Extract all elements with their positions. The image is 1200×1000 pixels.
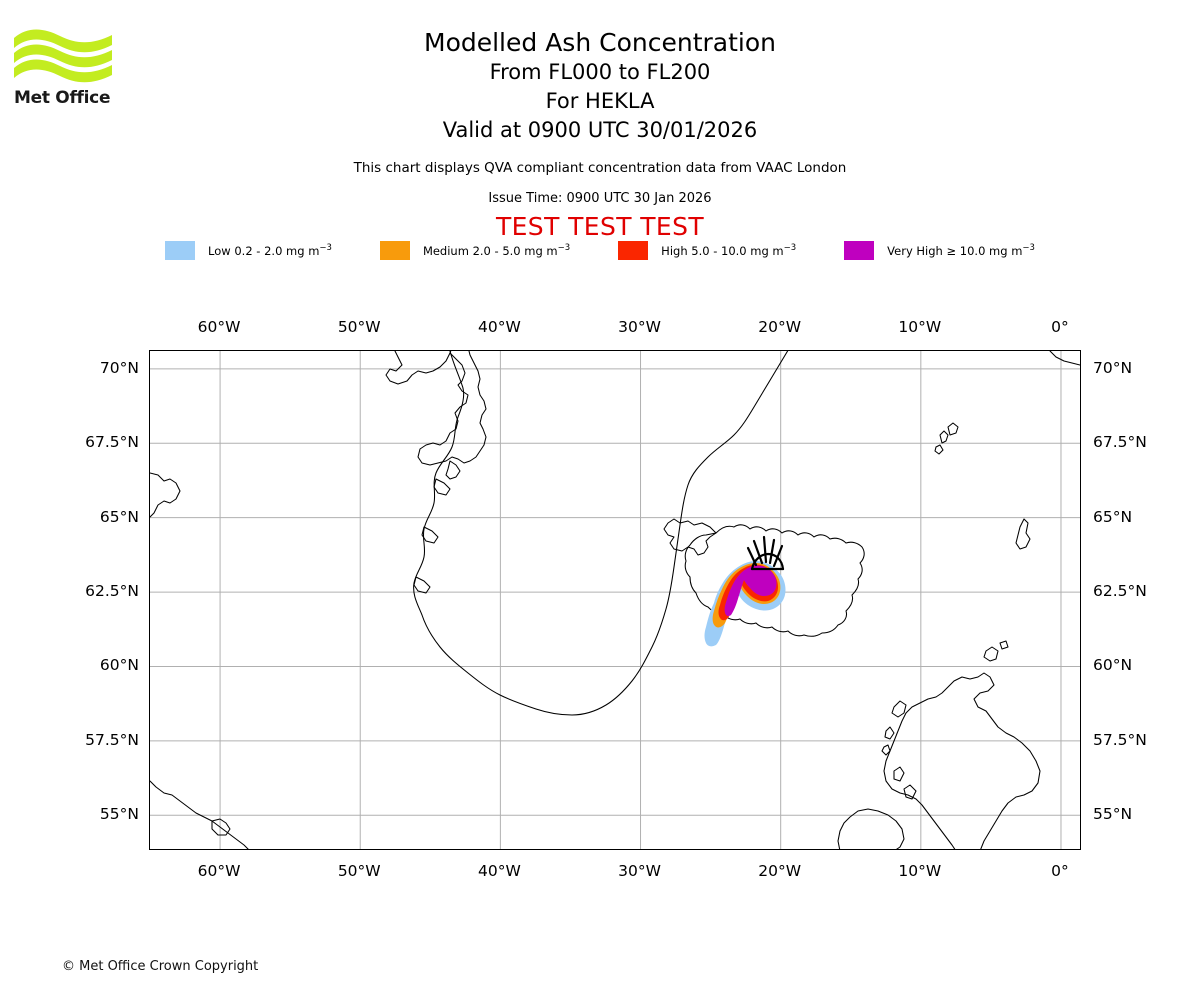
qva-note: This chart displays QVA compliant concen… [353,160,847,176]
lon-tick-label-bottom: 50°W [337,862,381,880]
coastline-orkney [983,640,1009,662]
lon-tick-label-bottom: 0° [1051,862,1069,880]
coastline-norway [1049,351,1080,366]
met-office-wave-mark [14,29,112,83]
map-canvas [150,351,1080,849]
issue-time: Issue Time: 0900 UTC 30 Jan 2026 [488,191,712,206]
legend-high: High 5.0 - 10.0 mg m−3 [618,241,796,260]
lat-tick-label-left: 57.5°N [85,730,139,749]
coastline-greenland [385,351,487,466]
met-office-logo: Met Office [14,28,124,116]
map-gridlines [150,351,1080,849]
coastline-faroe [934,422,959,455]
lon-tick-label-bottom: 40°W [477,862,521,880]
lat-tick-label-right: 70°N [1093,358,1133,377]
legend-very-high-label: Very High ≥ 10.0 mg m−3 [887,243,1035,258]
lat-tick-label-right: 62.5°N [1093,582,1147,601]
lon-tick-label-top: 0° [1051,318,1069,336]
lon-tick-label-bottom: 10°W [898,862,942,880]
coastline-greenland-fjords [413,460,461,594]
valid-time-line: Valid at 0900 UTC 30/01/2026 [442,118,758,142]
lat-tick-label-right: 55°N [1093,805,1133,824]
lat-tick-label-right: 65°N [1093,507,1133,526]
lat-tick-label-left: 67.5°N [85,433,139,452]
legend-very-high-swatch [844,241,875,260]
lat-tick-label-right: 60°N [1093,656,1133,675]
ash-plume [704,561,786,647]
coastlines [150,351,1080,849]
legend-medium: Medium 2.0 - 5.0 mg m−3 [379,241,571,260]
lon-tick-label-top: 10°W [898,318,942,336]
coastline-greenland-main [413,351,789,716]
coastline-iceland-westfjords [663,518,717,556]
legend-low-swatch [165,241,196,260]
map-panel: 70°N 70°N 67.5°N 67.5°N 65°N 65°N 62.5°N 62.5°N… [85,318,1147,880]
legend-low: Low 0.2 - 2.0 mg m−3 [165,241,332,260]
coastline-west-left-edge [150,472,181,518]
lon-tick-label-top: 20°W [758,318,802,336]
test-banner: TEST TEST TEST [495,212,705,241]
flight-level-range: From FL000 to FL200 [489,60,711,84]
legend-very-high: Very High ≥ 10.0 mg m−3 [844,241,1035,260]
legend-medium-label: Medium 2.0 - 5.0 mg m−3 [422,243,571,258]
ash-contour-very-high [724,565,777,617]
lon-tick-label-top: 40°W [477,318,521,336]
concentration-legend: Low 0.2 - 2.0 mg m−3 Medium 2.0 - 5.0 mg … [0,241,1200,260]
lat-tick-label-left: 65°N [99,507,139,526]
coastline-iceland [684,524,865,637]
lon-tick-label-bottom: 30°W [618,862,661,880]
lat-tick-label-left: 60°N [99,656,139,675]
legend-high-label: High 5.0 - 10.0 mg m−3 [661,243,797,258]
lat-tick-label-right: 57.5°N [1093,730,1147,749]
lon-tick-label-bottom: 20°W [758,862,802,880]
chart-header: Modelled Ash Concentration From FL000 to… [0,28,1200,241]
lon-tick-label-top: 50°W [337,318,381,336]
lat-tick-label-right: 67.5°N [1093,433,1147,452]
lat-tick-label-left: 62.5°N [85,582,139,601]
met-office-logo-text: Met Office [14,88,111,108]
lon-tick-label-bottom: 60°W [197,862,241,880]
volcano-marker [746,535,785,571]
lat-tick-label-left: 55°N [99,805,139,824]
lon-tick-label-top: 60°W [197,318,241,336]
lat-tick-label-left: 70°N [99,358,139,377]
coastline-scotland [883,672,1041,849]
map-frame [149,350,1081,850]
legend-low-label: Low 0.2 - 2.0 mg m−3 [208,243,332,258]
copyright-text: © Met Office Crown Copyright [62,959,259,974]
legend-high-swatch [618,241,649,260]
coastline-newfoundland [211,818,231,836]
coastline-west-lower [150,780,249,849]
legend-medium-swatch [379,241,410,260]
coastline-shetland [1015,518,1031,550]
volcano-name-line: For HEKLA [545,89,655,113]
lon-tick-label-top: 30°W [618,318,661,336]
coastline-ireland [837,808,905,849]
page-title: Modelled Ash Concentration [424,28,776,57]
coastline-hebrides [881,700,917,800]
